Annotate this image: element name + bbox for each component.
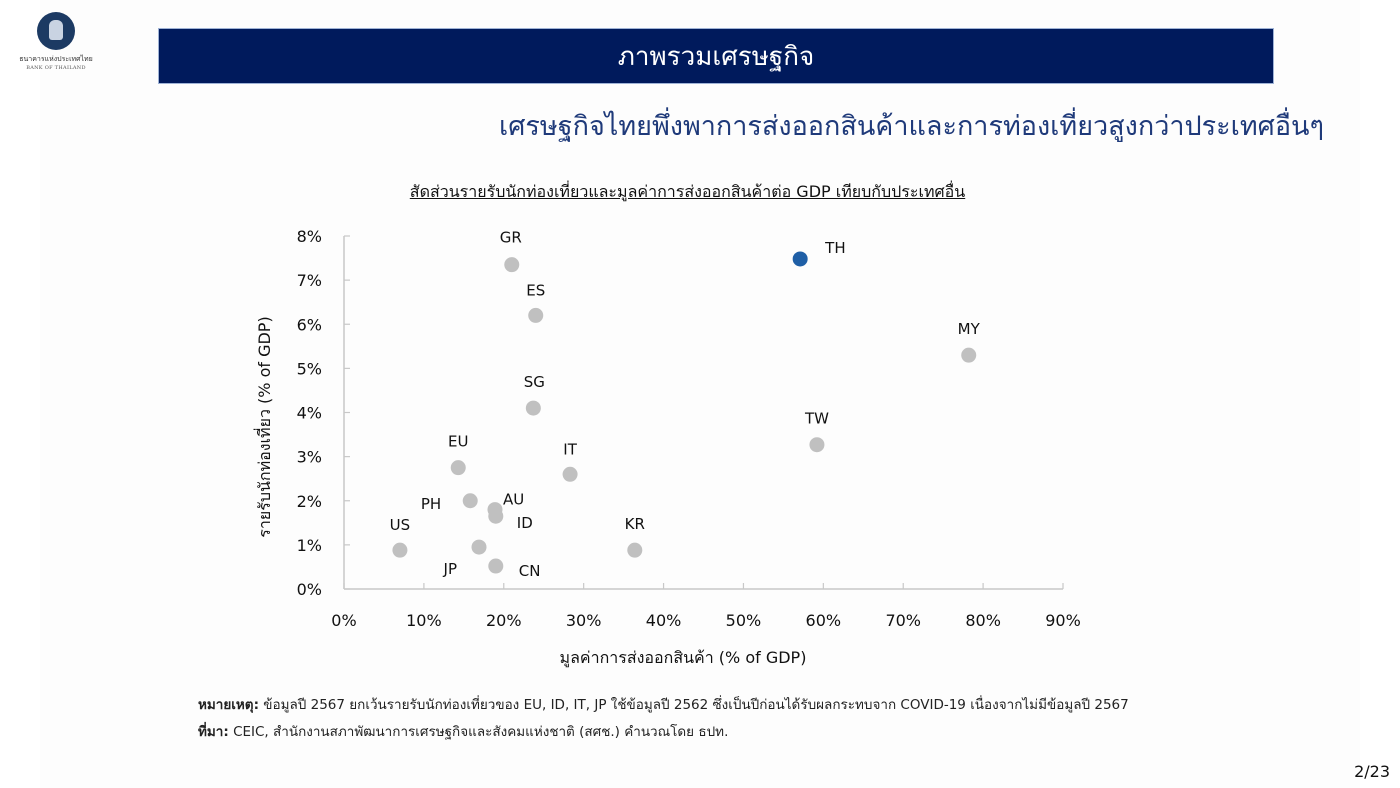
logo-thai-text: ธนาคารแห่งประเทศไทย <box>19 55 93 63</box>
y-tick-label: 5% <box>297 359 322 378</box>
data-point-it: IT <box>562 440 578 482</box>
data-point-es: ES <box>526 281 545 323</box>
x-tick-label: 80% <box>965 611 1001 630</box>
axis-ticks: 0% 1% 2% 3% 4% 5% 6% 7% 8% 0% 10% 20% 30% 40% 50% 60% 70… <box>297 227 1081 630</box>
point-label: KR <box>625 515 645 533</box>
data-point-gr: GR <box>500 229 522 273</box>
chart-title: สัดส่วนรายรับนักท่องเที่ยวและมูลค่าการส่… <box>409 182 966 201</box>
point-label: PH <box>421 495 441 513</box>
y-tick-label: 3% <box>297 448 322 467</box>
y-tick-label: 2% <box>297 492 322 511</box>
point-label: JP <box>443 560 457 578</box>
point-label: MY <box>958 320 981 338</box>
point-label: ES <box>526 281 545 299</box>
point-label: AU <box>503 491 524 509</box>
data-point-sg: SG <box>524 373 545 416</box>
chart-axes <box>343 236 1063 590</box>
point-label: IT <box>563 440 577 458</box>
note-line: หมายเหตุ: ข้อมูลปี 2567 ยกเว้นรายรับนักท… <box>198 692 1129 719</box>
x-tick-label: 0% <box>331 611 356 630</box>
data-point-id: ID <box>488 508 533 532</box>
y-tick-label: 1% <box>297 536 322 555</box>
emblem-icon <box>37 12 75 50</box>
point-label: SG <box>524 373 545 391</box>
data-point-th: TH <box>792 239 846 267</box>
data-point-tw: TW <box>804 410 829 453</box>
data-points: GR ES SG EU IT PH AU ID US JP CN KR TH MY TW <box>390 229 981 580</box>
page-number: 2/23 <box>1354 762 1390 781</box>
footnotes: หมายเหตุ: ข้อมูลปี 2567 ยกเว้นรายรับนักท… <box>198 692 1129 746</box>
data-point-my: MY <box>958 320 981 363</box>
data-point-cn: CN <box>488 558 541 580</box>
point-label: CN <box>519 562 541 580</box>
x-tick-label: 90% <box>1045 611 1081 630</box>
data-point-eu: EU <box>448 433 468 476</box>
note-label: หมายเหตุ: <box>198 697 259 713</box>
point-label: EU <box>448 433 468 451</box>
y-tick-label: 4% <box>297 404 322 423</box>
x-tick-label: 70% <box>885 611 921 630</box>
x-tick-label: 60% <box>806 611 842 630</box>
data-point-us: US <box>390 516 411 558</box>
x-tick-label: 50% <box>726 611 762 630</box>
x-tick-label: 20% <box>486 611 522 630</box>
source-label: ที่มา: <box>198 724 229 740</box>
y-tick-label: 0% <box>297 580 322 599</box>
bank-of-thailand-logo: ธนาคารแห่งประเทศไทย BANK OF THAILAND <box>8 12 104 78</box>
logo-english-text: BANK OF THAILAND <box>26 65 86 71</box>
source-line: ที่มา: CEIC, สำนักงานสภาพัฒนาการเศรษฐกิจ… <box>198 719 1129 746</box>
point-label: ID <box>517 514 533 532</box>
data-point-kr: KR <box>625 515 645 558</box>
point-label: TW <box>804 410 829 428</box>
source-text: CEIC, สำนักงานสภาพัฒนาการเศรษฐกิจและสังค… <box>228 724 729 740</box>
y-tick-label: 8% <box>297 227 322 246</box>
note-text: ข้อมูลปี 2567 ยกเว้นรายรับนักท่องเที่ยวข… <box>258 697 1129 713</box>
x-tick-label: 40% <box>646 611 682 630</box>
point-label: TH <box>824 239 845 257</box>
header-bar: ภาพรวมเศรษฐกิจ <box>158 28 1274 84</box>
x-tick-label: 30% <box>566 611 602 630</box>
slide-subtitle: เศรษฐกิจไทยพึ่งพาการส่งออกสินค้าและการท่… <box>499 111 1324 142</box>
page-title: ภาพรวมเศรษฐกิจ <box>617 41 815 72</box>
point-label: US <box>390 516 411 534</box>
y-tick-label: 7% <box>297 271 322 290</box>
point-label: GR <box>500 229 522 247</box>
slide-background <box>40 0 1360 788</box>
y-tick-label: 6% <box>297 315 322 334</box>
x-tick-label: 10% <box>406 611 442 630</box>
x-axis-label: มูลค่าการส่งออกสินค้า (% of GDP) <box>560 648 807 668</box>
y-axis-label: รายรับนักท่องเที่ยว (% of GDP) <box>253 316 274 537</box>
data-point-jp: JP <box>443 539 487 578</box>
data-point-ph: PH <box>421 493 478 513</box>
